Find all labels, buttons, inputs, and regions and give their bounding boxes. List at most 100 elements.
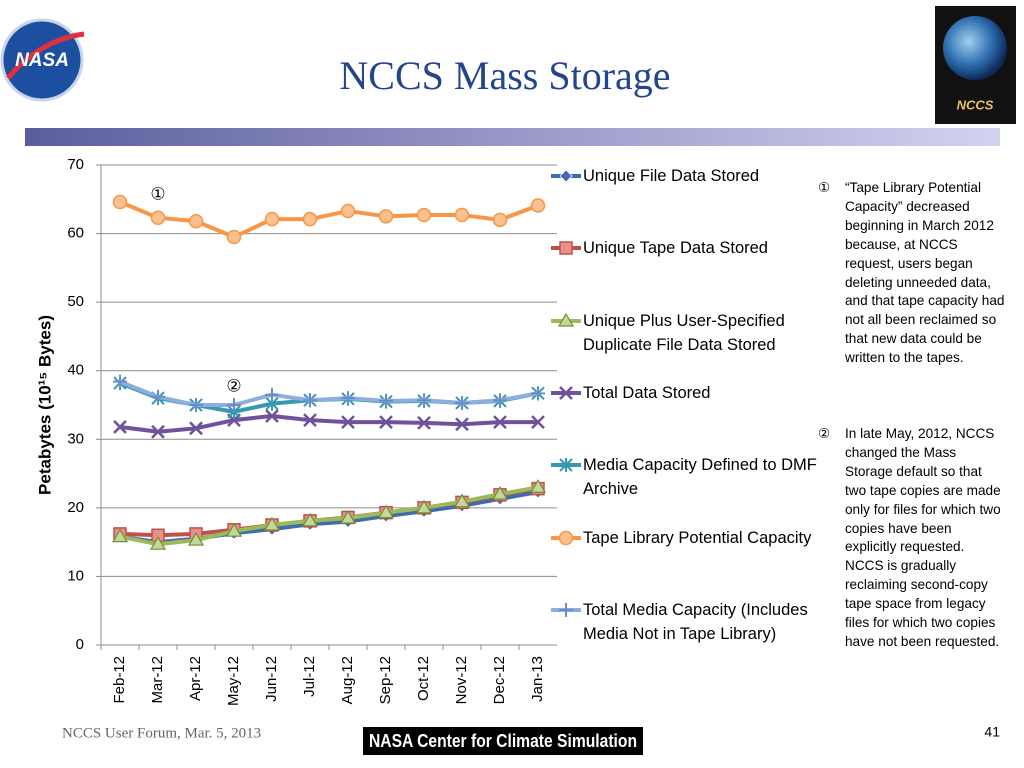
legend-icon <box>551 386 581 400</box>
x-tick-label: Apr-12 <box>187 656 204 701</box>
title-bar <box>25 128 1000 146</box>
note-text: “Tape Library Potential Capacity” decrea… <box>845 180 1005 366</box>
x-tick-label: Jul-12 <box>301 656 318 697</box>
marker <box>530 198 546 213</box>
marker <box>339 509 357 524</box>
x-tick-label: Oct-12 <box>415 656 432 701</box>
marker <box>559 241 573 256</box>
series-line <box>119 486 539 538</box>
marker <box>453 493 471 508</box>
x-tick-label: Aug-12 <box>339 656 356 704</box>
marker <box>558 530 574 545</box>
marker <box>454 207 470 223</box>
y-tick-label: 0 <box>76 636 84 653</box>
marker <box>455 417 469 432</box>
legend-label: Total Data Stored <box>583 383 711 402</box>
marker <box>492 212 508 228</box>
x-tick-label: Nov-12 <box>453 656 470 704</box>
marker <box>150 210 166 226</box>
marker <box>151 389 165 404</box>
marker <box>455 395 469 410</box>
x-tick-label: Jun-12 <box>263 656 280 702</box>
page-number: 41 <box>984 724 1000 740</box>
legend-icon <box>551 530 581 545</box>
slide-title: NCCS Mass Storage <box>339 53 670 98</box>
marker <box>263 516 281 531</box>
marker <box>531 386 545 401</box>
footer-left: NCCS User Forum, Mar. 5, 2013 <box>62 725 261 741</box>
y-tick-label: 10 <box>67 567 84 584</box>
marker <box>417 415 431 430</box>
marker <box>341 415 355 430</box>
marker <box>112 194 128 210</box>
marker <box>377 504 395 519</box>
marker <box>340 203 356 219</box>
x-tick-label: Feb-12 <box>111 656 128 704</box>
marker <box>189 421 203 436</box>
y-tick-label: 50 <box>67 293 84 310</box>
legend-label: Unique Tape Data Stored <box>583 239 768 258</box>
marker <box>416 207 432 223</box>
legend-icon <box>551 241 581 256</box>
logo-right-text: NCCS <box>957 97 994 112</box>
y-tick-label: 70 <box>67 156 84 173</box>
marker <box>493 415 507 430</box>
marker <box>189 398 203 412</box>
marker <box>303 413 317 427</box>
series-markers <box>113 481 545 543</box>
marker <box>226 229 242 245</box>
marker <box>415 499 433 514</box>
footer-logo-text: NASA Center for Climate Simulation <box>369 731 637 751</box>
series-markers <box>113 374 545 412</box>
marker <box>302 211 318 227</box>
y-tick-label: 20 <box>67 499 84 516</box>
marker <box>225 522 243 537</box>
legend-label: Media Capacity Defined to DMF Archive <box>583 456 817 499</box>
x-tick-label: Sep-12 <box>377 656 394 704</box>
marker <box>264 211 280 227</box>
legend-label: Unique File Data Stored <box>583 167 760 185</box>
marker <box>531 415 545 430</box>
marker <box>557 312 575 327</box>
annotation: ① <box>150 184 165 203</box>
x-tick-label: Dec-12 <box>491 656 508 704</box>
marker <box>187 531 205 546</box>
marker <box>493 393 507 408</box>
annotation: ② <box>226 376 241 395</box>
x-tick-label: Mar-12 <box>149 656 166 704</box>
marker <box>559 386 573 400</box>
marker <box>379 415 393 430</box>
legend-icon <box>551 602 581 617</box>
legend-label: Total Media Capacity (Includes Media Not… <box>583 600 808 643</box>
logo-text: NASA <box>15 50 69 71</box>
marker <box>301 512 319 527</box>
marker <box>341 391 355 406</box>
note-text: In late May, 2012, NCCS changed the Mass… <box>845 426 1001 649</box>
marker <box>149 536 167 550</box>
marker <box>113 420 127 434</box>
legend-label: Unique Plus User-Specified Duplicate Fil… <box>583 311 785 354</box>
marker <box>417 393 431 408</box>
legend-icon <box>551 312 581 327</box>
marker <box>265 387 279 402</box>
legend-icon <box>551 169 581 183</box>
marker <box>265 409 279 423</box>
logo-swoosh <box>6 31 85 80</box>
series-line <box>119 485 539 547</box>
series-markers <box>112 194 546 245</box>
legend-label: Tape Library Potential Capacity <box>583 528 812 547</box>
y-tick-label: 60 <box>67 225 84 242</box>
marker <box>559 458 573 473</box>
y-tick-label: 40 <box>67 362 84 379</box>
series-line <box>119 413 538 434</box>
marker <box>559 602 573 617</box>
series-markers <box>111 479 547 550</box>
marker <box>529 479 547 493</box>
logo-globe <box>943 16 1007 80</box>
legend-icon <box>551 458 581 473</box>
marker <box>378 209 394 224</box>
series-markers <box>113 409 545 439</box>
note-marker: ① <box>818 180 831 195</box>
